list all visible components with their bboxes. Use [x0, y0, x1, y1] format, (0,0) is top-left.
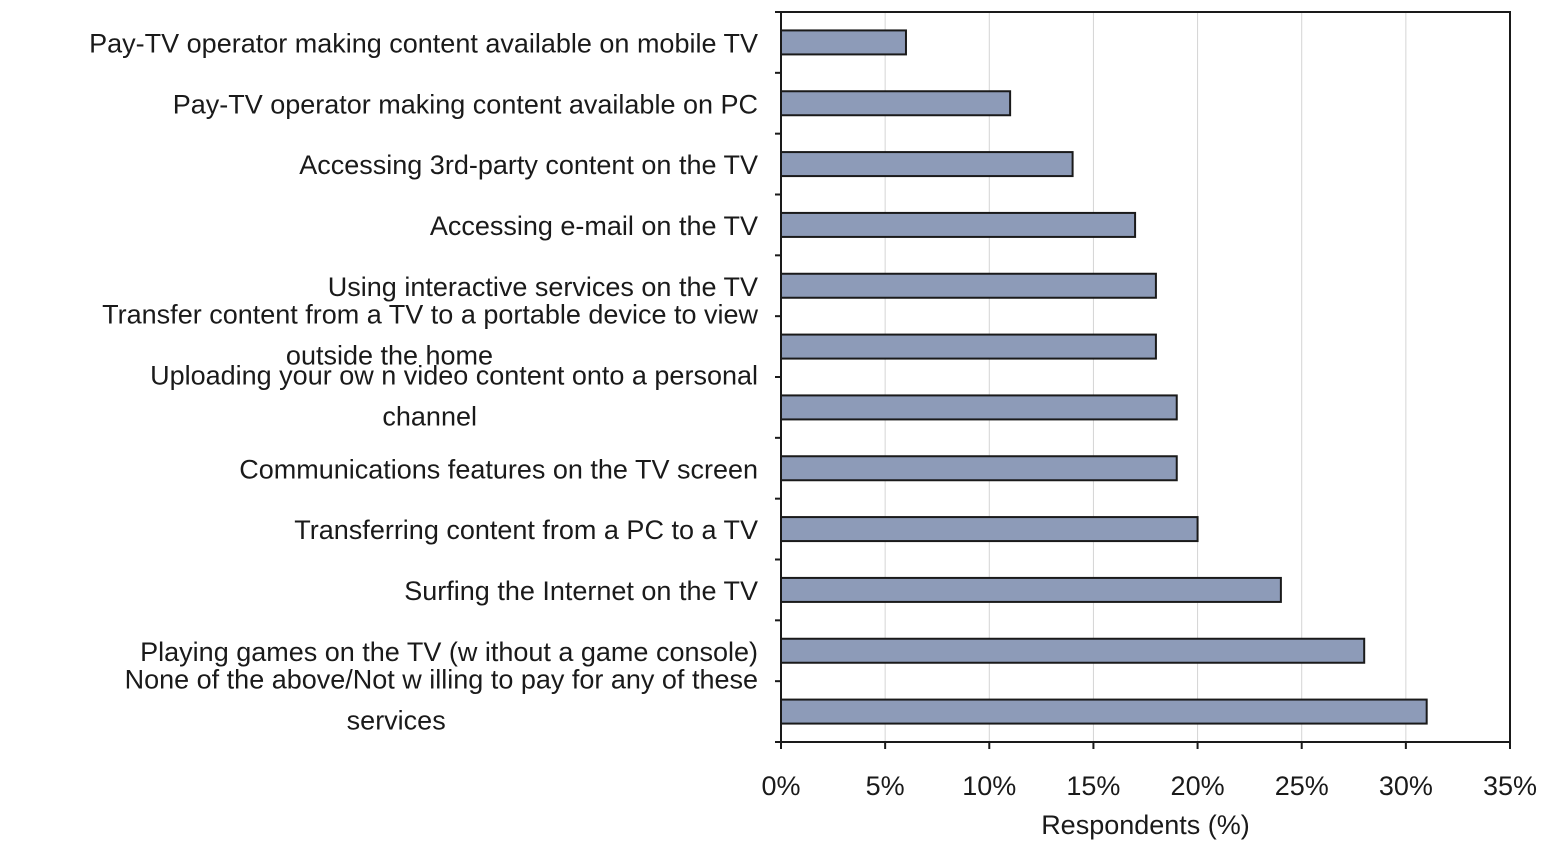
bar: [780, 637, 1366, 664]
x-axis-ticks: 0% 5% 10% 15% 20% 25% 30% 35%: [761, 11, 1537, 801]
bar: [780, 455, 1178, 482]
category-label: Accessing 3rd-party content on the TV: [299, 150, 758, 180]
x-tick-label: 10%: [962, 771, 1016, 801]
gridlines: [884, 12, 1407, 742]
category-labels: Pay-TV operator making content available…: [89, 28, 758, 735]
bars: [780, 29, 1428, 725]
bar: [780, 698, 1428, 725]
category-label: None of the above/Not w illing to pay fo…: [125, 665, 758, 695]
category-label: Communications features on the TV screen: [239, 454, 758, 484]
x-tick-label: 25%: [1275, 771, 1329, 801]
category-label: Playing games on the TV (w ithout a game…: [140, 637, 758, 667]
category-label: Transfer content from a TV to a portable…: [102, 300, 758, 330]
bar: [780, 272, 1157, 299]
x-tick-label: 5%: [866, 771, 905, 801]
bar: [780, 29, 907, 56]
category-label: Accessing e-mail on the TV: [430, 211, 758, 241]
bar: [780, 90, 1012, 117]
plot-area-frame: [780, 11, 1511, 743]
bar: [780, 333, 1157, 360]
x-tick-label: 0%: [761, 771, 800, 801]
category-label: Transferring content from a PC to a TV: [294, 515, 758, 545]
category-label: Uploading your ow n video content onto a…: [150, 360, 758, 390]
category-label: outside the home: [286, 341, 493, 371]
category-label: services: [347, 706, 446, 736]
x-tick-label: 30%: [1379, 771, 1433, 801]
category-label: Pay-TV operator making content available…: [89, 28, 758, 58]
x-tick-label: 20%: [1171, 771, 1225, 801]
category-label: channel: [382, 401, 477, 431]
x-axis-title: Respondents (%): [1041, 810, 1250, 840]
category-label: Pay-TV operator making content available…: [173, 89, 758, 119]
bar: [780, 516, 1199, 543]
x-tick-label: 35%: [1483, 771, 1537, 801]
bar: [780, 151, 1074, 178]
bar: [780, 394, 1178, 421]
bar: [780, 576, 1282, 603]
x-tick-label: 15%: [1066, 771, 1120, 801]
bar: [780, 211, 1137, 238]
category-label: Using interactive services on the TV: [328, 272, 758, 302]
category-label: Surfing the Internet on the TV: [404, 576, 758, 606]
